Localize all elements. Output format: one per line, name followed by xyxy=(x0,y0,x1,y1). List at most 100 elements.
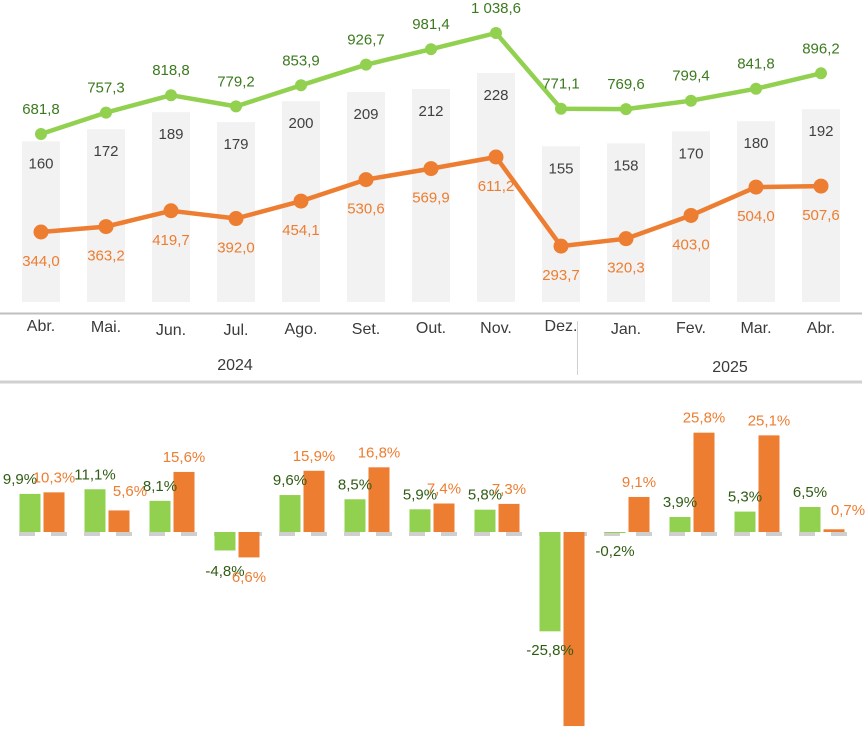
orange-growth-bar xyxy=(563,532,585,727)
month-label: Mai. xyxy=(91,319,121,336)
volume-bar-label: 189 xyxy=(158,126,183,143)
month-label: Set. xyxy=(352,321,380,338)
category-axis: Abr. Mai. Jun. Jul. Ago. Set. Out. Nov. Dez. Jan.… xyxy=(0,312,862,384)
volume-bar xyxy=(737,121,775,302)
orange-series-point xyxy=(423,161,439,177)
green-growth-bar xyxy=(539,532,561,632)
bottom-growth-chart: 9,9% 11,1% 8,1% -4,8% 9,6% 8,5% 5,9% 5,8% -25,8%… xyxy=(3,410,865,727)
green-growth-bar xyxy=(149,500,171,532)
orange-growth-label: 15,6% xyxy=(163,449,206,466)
orange-series-label: 363,2 xyxy=(87,248,125,265)
green-growth-label: 9,9% xyxy=(3,471,37,488)
month-label: Jun. xyxy=(156,322,186,339)
green-series-point xyxy=(425,43,437,56)
volume-bar xyxy=(412,89,450,302)
orange-series-label: 507,6 xyxy=(802,207,840,224)
zero-line-segment xyxy=(701,532,717,536)
green-growth-bar xyxy=(799,506,821,532)
green-series-point xyxy=(750,82,762,95)
volume-bar-label: 172 xyxy=(93,143,118,160)
green-series-label: 981,4 xyxy=(412,16,450,33)
year-label-2025: 2025 xyxy=(712,359,748,376)
volume-bar-label: 192 xyxy=(808,123,833,140)
green-growth-label: 8,1% xyxy=(143,478,177,495)
volume-bar xyxy=(802,109,840,302)
green-growth-label: 5,9% xyxy=(403,486,437,503)
green-growth-bar xyxy=(344,499,366,532)
volume-bar-label: 228 xyxy=(483,87,508,104)
green-series-label: 818,8 xyxy=(152,62,190,79)
year-label-2024: 2024 xyxy=(217,357,253,374)
orange-growth-bar xyxy=(173,471,195,532)
month-label: Jan. xyxy=(611,321,641,338)
green-growth-bar xyxy=(669,516,691,532)
orange-growth-label: 7,3% xyxy=(492,481,526,498)
orange-series-label: 392,0 xyxy=(217,240,255,257)
volume-bar-label: 209 xyxy=(353,106,378,123)
green-growth-bar xyxy=(84,489,106,532)
orange-series-point xyxy=(33,224,49,240)
green-series-label: 896,2 xyxy=(802,40,840,57)
top-line-series xyxy=(33,27,829,254)
zero-line-segment xyxy=(766,532,782,536)
green-series-point xyxy=(685,94,697,107)
green-series-point xyxy=(165,89,177,102)
green-series-label: 757,3 xyxy=(87,80,125,97)
orange-series-point xyxy=(748,179,764,195)
green-series-point xyxy=(490,27,502,39)
orange-series-label: 504,0 xyxy=(737,208,775,225)
green-series-label: 769,6 xyxy=(607,76,645,93)
zero-line-segment xyxy=(376,532,392,536)
orange-series-label: 454,1 xyxy=(282,222,320,239)
green-series-label: 779,2 xyxy=(217,73,255,90)
green-series-point xyxy=(230,100,242,113)
green-series-point xyxy=(555,102,567,115)
green-growth-label: 9,6% xyxy=(273,472,307,489)
volume-bar xyxy=(22,141,60,302)
top-data-labels: 160 172 189 179 200 209 212 228 155 158 170 180 192 6… xyxy=(22,0,840,284)
orange-growth-label: 16,8% xyxy=(358,444,401,461)
month-label: Dez. xyxy=(545,318,578,335)
volume-bar-label: 170 xyxy=(678,145,703,162)
zero-line-segment xyxy=(441,532,457,536)
month-label: Jul. xyxy=(224,322,249,339)
zero-line-segment xyxy=(51,532,67,536)
orange-growth-bar xyxy=(43,492,65,532)
green-growth-label: 5,3% xyxy=(728,489,762,506)
volume-bar-label: 212 xyxy=(418,103,443,120)
orange-growth-bar xyxy=(238,532,260,558)
green-growth-label: 8,5% xyxy=(338,476,372,493)
green-growth-label: 3,9% xyxy=(663,494,697,511)
orange-series-point xyxy=(488,149,504,165)
orange-series-label: 320,3 xyxy=(607,260,645,277)
orange-series-label: 403,0 xyxy=(672,236,710,253)
green-growth-label: 11,1% xyxy=(74,466,115,483)
zero-line-segment xyxy=(799,532,815,536)
orange-series-point xyxy=(293,193,309,209)
month-label: Ago. xyxy=(285,321,318,338)
orange-series-point xyxy=(813,178,829,194)
green-series-point xyxy=(815,67,827,80)
green-growth-bar xyxy=(474,509,496,532)
orange-growth-label: 6,6% xyxy=(232,569,266,586)
green-growth-bar xyxy=(604,532,626,533)
month-label: Abr. xyxy=(807,320,835,337)
orange-growth-label: 15,9% xyxy=(293,448,336,465)
volume-bar xyxy=(477,73,515,302)
zero-line-segment xyxy=(19,532,35,536)
green-growth-label: 5,8% xyxy=(468,487,502,504)
green-growth-bar xyxy=(214,532,236,551)
orange-growth-label: 9,1% xyxy=(622,474,656,491)
zero-line-segment xyxy=(474,532,490,536)
green-growth-label: -0,2% xyxy=(595,543,634,560)
green-growth-bar xyxy=(734,511,756,532)
green-growth-label: -4,8% xyxy=(205,563,244,580)
green-growth-bar xyxy=(279,495,301,532)
green-series-point xyxy=(620,103,632,116)
orange-series-label: 344,0 xyxy=(22,253,60,270)
orange-growth-bar xyxy=(498,503,520,532)
zero-line-segment xyxy=(636,532,652,536)
orange-growth-bar xyxy=(108,510,130,532)
zero-line-segment xyxy=(116,532,132,536)
orange-series-label: 611,2 xyxy=(478,178,514,195)
